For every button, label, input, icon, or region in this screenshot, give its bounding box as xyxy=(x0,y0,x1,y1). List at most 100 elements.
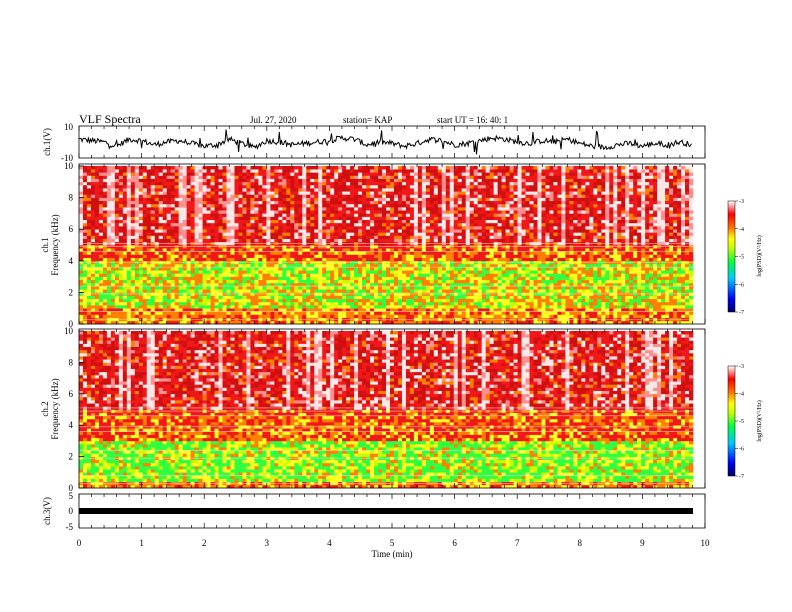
spectrogram-cell xyxy=(258,279,263,284)
spectrogram-cell xyxy=(290,238,295,243)
spectrogram-cell xyxy=(118,200,124,205)
spectrogram-cell xyxy=(250,263,255,268)
spectrogram-cell xyxy=(409,301,415,306)
spectrogram-cell xyxy=(310,213,315,217)
spectrogram-cell xyxy=(342,286,347,290)
spectrogram-cell xyxy=(338,226,343,230)
spectrogram-cell xyxy=(425,172,431,176)
spectrogram-cell xyxy=(326,276,331,281)
spectrogram-cell xyxy=(166,210,171,214)
spectrogram-cell xyxy=(386,320,391,325)
spectrogram-cell xyxy=(417,213,423,217)
spectrogram-cell xyxy=(413,188,419,192)
spectrogram-cell xyxy=(79,222,84,227)
spectrogram-cell xyxy=(366,308,371,312)
spectrogram-cell xyxy=(405,289,411,293)
spectrogram-cell xyxy=(318,175,323,179)
spectrogram-cell xyxy=(386,286,391,290)
spectrogram-cell xyxy=(246,235,251,239)
spectrogram-cell xyxy=(150,263,156,268)
spectrogram-cell xyxy=(338,200,343,205)
spectrogram-cell xyxy=(441,279,447,284)
spectrogram-cell xyxy=(210,270,215,274)
spectrogram-cell xyxy=(429,289,435,293)
spectrogram-cell xyxy=(322,213,327,217)
spectrogram-cell xyxy=(338,267,343,271)
spectrogram-cell xyxy=(226,248,231,252)
spectrogram-cell xyxy=(186,238,191,243)
spectrogram-cell xyxy=(382,235,387,239)
spectrogram-cell xyxy=(358,311,363,315)
spectrogram-cell xyxy=(453,226,459,230)
spectrogram-cell xyxy=(134,172,140,176)
spectrogram-cell xyxy=(362,232,367,236)
spectrogram-cell xyxy=(469,279,475,284)
spectrogram-cell xyxy=(150,251,156,255)
spectrogram-cell xyxy=(429,219,435,224)
spectrogram-cell xyxy=(370,254,375,258)
spectrogram-cell xyxy=(302,194,307,198)
spectrogram-cell xyxy=(397,282,403,287)
spectrogram-cell xyxy=(461,216,467,221)
spectrogram-cell xyxy=(242,169,247,173)
spectrogram-cell xyxy=(469,251,475,255)
spectrogram-cell xyxy=(449,216,455,221)
spectrogram-cell xyxy=(198,229,203,233)
spectrogram-cell xyxy=(429,235,435,239)
spectrogram-cell xyxy=(389,263,395,268)
spectrogram-cell xyxy=(433,308,439,312)
spectrogram-cell xyxy=(206,308,211,312)
spectrogram-cell xyxy=(266,270,271,274)
spectrogram-cell xyxy=(449,273,455,277)
spectrogram-cell xyxy=(453,175,459,179)
spectrogram-cell xyxy=(389,276,395,281)
spectrogram-cell xyxy=(274,248,279,252)
spectrogram-cell xyxy=(90,172,96,176)
spectrogram-cell xyxy=(362,270,367,274)
spectrogram-cell xyxy=(86,197,92,202)
spectrogram-cell xyxy=(278,197,283,202)
spectrogram-cell xyxy=(94,184,100,189)
spectrogram-cell xyxy=(314,254,319,258)
spectrogram-cell xyxy=(294,320,299,325)
spectrogram-cell xyxy=(218,235,223,239)
spectrogram-cell xyxy=(218,207,223,211)
spectrogram-cell xyxy=(190,166,195,170)
spectrogram-cell xyxy=(393,188,399,192)
spectrogram-cell xyxy=(290,311,295,315)
spectrogram-cell xyxy=(473,216,478,221)
spectrogram-cell xyxy=(326,219,331,224)
spectrogram-cell xyxy=(421,279,427,284)
spectrogram-cell xyxy=(417,226,423,230)
spectrogram-cell xyxy=(194,282,199,287)
spectrogram-cell xyxy=(453,267,459,271)
spectrogram-cell xyxy=(202,203,207,208)
spectrogram-cell xyxy=(242,203,247,208)
spectrogram-cell xyxy=(134,226,140,230)
spectrogram-cell xyxy=(318,210,323,214)
spectrogram-cell xyxy=(230,251,235,255)
spectrogram-cell xyxy=(425,301,431,306)
spectrogram-cell xyxy=(234,166,239,170)
spectrogram-cell xyxy=(441,254,447,258)
spectrogram-cell xyxy=(286,191,291,195)
spectrogram-cell xyxy=(258,229,263,233)
spectrogram-cell xyxy=(210,200,215,205)
spectrogram-cell xyxy=(158,282,164,287)
spectrogram-cell xyxy=(346,295,351,300)
spectrogram-cell xyxy=(306,222,311,227)
spectrogram-cell xyxy=(206,248,211,252)
spectrogram-cell xyxy=(453,320,459,325)
spectrogram-cell xyxy=(378,286,383,290)
spectrogram-cell xyxy=(182,222,187,227)
spectrogram-cell xyxy=(194,191,199,195)
spectrogram-cell xyxy=(130,178,136,183)
spectrogram-cell xyxy=(286,254,291,258)
spectrogram-cell xyxy=(242,178,247,183)
spectrogram-cell xyxy=(114,248,120,252)
spectrogram-cell xyxy=(186,200,191,205)
spectrogram-cell xyxy=(370,207,375,211)
spectrogram-cell xyxy=(330,305,335,309)
spectrogram-cell xyxy=(473,314,478,318)
spectrogram-cell xyxy=(154,270,160,274)
